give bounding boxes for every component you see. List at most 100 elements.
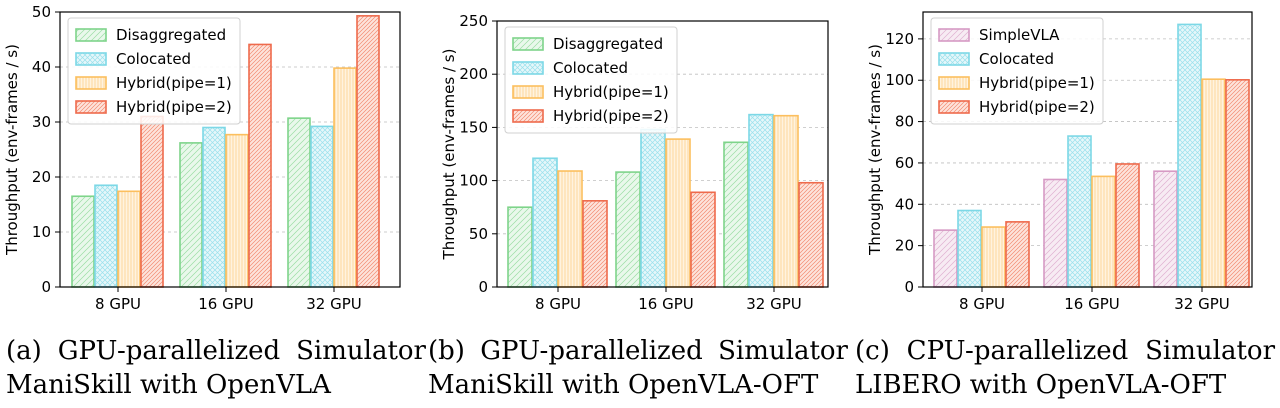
legend-label: Colocated [979, 50, 1054, 68]
legend-label: Hybrid(pipe=2) [979, 98, 1095, 116]
axes-frame [496, 20, 829, 288]
bar-colocated-1 [640, 128, 666, 288]
legend-swatch [938, 28, 970, 42]
legend-box [67, 17, 241, 125]
y-tick-label: 100 [885, 71, 914, 89]
bar-simplevla-0 [933, 229, 958, 288]
legend-swatch [938, 100, 970, 114]
legend-swatch [512, 61, 544, 75]
legend-label: Hybrid(pipe=2) [553, 107, 669, 125]
axes-frame [59, 11, 401, 288]
x-tick-label: 32 GPU [746, 295, 802, 313]
bar-colocated-2 [310, 125, 334, 288]
caption-b: (b) GPU-parallelized Simulator ManiSkill… [428, 334, 848, 402]
x-tick-label: 8 GPU [959, 295, 1005, 313]
y-tick-label: 40 [32, 58, 51, 76]
y-tick-label: 50 [32, 3, 51, 21]
y-tick-label: 0 [478, 278, 488, 296]
bar-disaggregated-1 [179, 142, 203, 288]
legend-label: Hybrid(pipe=1) [979, 74, 1095, 92]
bar-colocated-2 [748, 113, 774, 288]
chart-panel-b: 0 50 100 150 200 250 8 GPU 16 GPU 32 GPU Throughp… [425, 0, 850, 315]
legend-swatch [75, 52, 107, 66]
y-axis-label: Throughput (env-frames / s) [440, 49, 458, 261]
bar-hybrid-pipe-2--2 [356, 15, 380, 288]
y-tick-label: 20 [32, 168, 51, 186]
bar-hybrid-pipe-1--1 [225, 133, 249, 288]
bar-hybrid-pipe-1--2 [773, 114, 799, 288]
y-tick-label: 30 [32, 113, 51, 131]
chart-panel-a: 0 10 20 30 40 50 8 GPU 16 GPU 32 GPU Throughput (… [0, 0, 425, 315]
bar-hybrid-pipe-2--2 [798, 181, 824, 288]
bar-hybrid-pipe-1--0 [117, 190, 141, 288]
legend-swatch [938, 76, 970, 90]
y-tick-label: 40 [895, 195, 914, 213]
y-tick-label: 50 [469, 225, 488, 243]
legend-swatch [512, 37, 544, 51]
bar-colocated-1 [1067, 135, 1092, 288]
bar-hybrid-pipe-1--0 [557, 170, 583, 288]
caption-a-line2: ManiSkill with OpenVLA [6, 370, 331, 400]
y-tick-label: 200 [459, 65, 488, 83]
legend-swatch [512, 85, 544, 99]
y-tick-label: 100 [459, 172, 488, 190]
bar-simplevla-2 [1153, 170, 1178, 288]
caption-a-line1: (a) GPU-parallelized Simulator [6, 336, 426, 366]
y-axis-label: Throughput (env-frames / s) [3, 44, 21, 256]
legend-swatch [938, 52, 970, 66]
y-tick-label: 0 [904, 278, 914, 296]
bar-colocated-0 [94, 184, 118, 288]
bar-hybrid-pipe-2--0 [1005, 221, 1030, 288]
x-tick-label: 16 GPU [1064, 295, 1120, 313]
bar-disaggregated-0 [71, 195, 95, 288]
y-tick-label: 10 [32, 223, 51, 241]
bar-hybrid-pipe-1--2 [1201, 78, 1226, 288]
axes-frame [922, 11, 1253, 288]
bar-disaggregated-2 [723, 141, 749, 288]
bar-hybrid-pipe-1--1 [665, 138, 691, 288]
caption-a: (a) GPU-parallelized Simulator ManiSkill… [6, 334, 426, 402]
bar-hybrid-pipe-2--1 [248, 43, 272, 288]
bar-colocated-1 [202, 126, 226, 288]
legend-label: Hybrid(pipe=2) [116, 98, 232, 116]
x-tick-label: 32 GPU [1174, 295, 1230, 313]
legend-label: Hybrid(pipe=1) [553, 83, 669, 101]
caption-b-line1: (b) GPU-parallelized Simulator [428, 336, 848, 366]
y-axis-label: Throughput (env-frames / s) [866, 44, 884, 256]
y-tick-label: 20 [895, 237, 914, 255]
chart-panel-c: 0 20 40 60 80 100 120 8 GPU 16 GPU 32 GPU Throughp… [850, 0, 1280, 315]
legend-label: Colocated [116, 50, 191, 68]
y-tick-label: 250 [459, 12, 488, 30]
bar-simplevla-1 [1043, 178, 1068, 288]
y-tick-label: 80 [895, 113, 914, 131]
caption-c: (c) CPU-parallelized Simulator LIBERO wi… [855, 334, 1275, 402]
bar-hybrid-pipe-1--1 [1091, 175, 1116, 288]
legend-label: Disaggregated [553, 35, 663, 53]
y-tick-label: 150 [459, 118, 488, 136]
caption-c-line2: LIBERO with OpenVLA-OFT [855, 370, 1227, 400]
bar-colocated-0 [957, 209, 982, 288]
caption-c-line1: (c) CPU-parallelized Simulator [855, 336, 1275, 366]
legend-label: Hybrid(pipe=1) [116, 74, 232, 92]
y-tick-label: 0 [41, 278, 51, 296]
x-tick-label: 16 GPU [638, 295, 694, 313]
bar-hybrid-pipe-1--2 [333, 67, 357, 288]
legend-label: SimpleVLA [979, 26, 1060, 44]
bar-disaggregated-2 [287, 117, 311, 288]
bar-colocated-2 [1177, 23, 1202, 288]
legend-box [930, 17, 1104, 125]
bar-disaggregated-0 [507, 206, 533, 288]
bar-hybrid-pipe-2--1 [1115, 163, 1140, 288]
y-tick-label: 120 [885, 30, 914, 48]
bar-hybrid-pipe-1--0 [981, 226, 1006, 288]
bar-colocated-0 [532, 157, 558, 288]
chart-c: 0 20 40 60 80 100 120 8 GPU 16 GPU 32 GPU Throughp… [866, 11, 1253, 313]
chart-a: 0 10 20 30 40 50 8 GPU 16 GPU 32 GPU Throughput (… [3, 3, 401, 313]
bar-hybrid-pipe-2--1 [690, 191, 716, 288]
y-tick-label: 60 [895, 154, 914, 172]
legend-swatch [75, 76, 107, 90]
legend-label: Colocated [553, 59, 628, 77]
x-tick-label: 8 GPU [95, 295, 141, 313]
bar-disaggregated-1 [615, 171, 641, 288]
caption-b-line2: ManiSkill with OpenVLA-OFT [428, 370, 819, 400]
